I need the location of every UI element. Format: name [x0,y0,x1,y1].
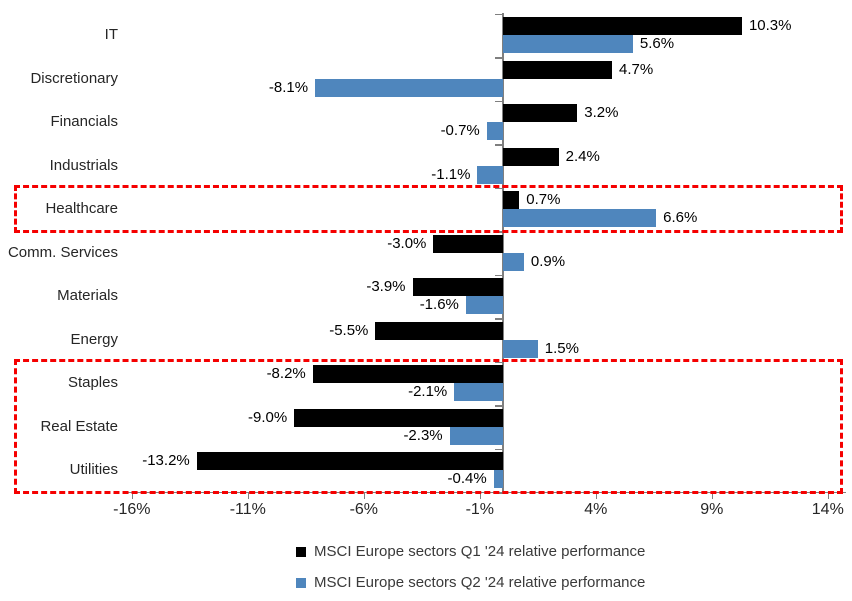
y-axis-tick [495,405,503,407]
x-axis-tick [595,491,598,499]
legend: MSCI Europe sectors Q1 '24 relative perf… [296,536,645,598]
x-axis-tick-label: -6% [349,500,379,518]
value-label: -0.7% [440,122,480,139]
value-label: -2.3% [403,426,443,444]
value-label: 1.5% [544,339,579,357]
value-label: 3.2% [584,104,619,121]
q2-bar [503,209,657,227]
x-axis-tick-label: 4% [584,500,608,518]
x-axis-tick-label: -11% [229,500,266,518]
category-label: Financials [50,113,118,131]
x-axis-tick-label: -16% [113,500,151,518]
value-label: -5.5% [329,321,369,339]
y-axis-tick [495,57,503,59]
q2-bar [315,78,503,97]
legend-label-q1: MSCI Europe sectors Q1 '24 relative perf… [314,543,646,560]
category-label: IT [104,26,118,44]
q1-bar [503,17,742,35]
value-label: -2.1% [408,383,448,400]
value-label: 10.3% [748,17,792,34]
q2-bar [465,296,503,314]
q1-bar [503,60,613,79]
category-label: Staples [67,374,118,392]
q2-bar [486,122,503,140]
q1-bar [412,278,503,296]
category-label: Energy [70,330,118,348]
y-axis-tick [495,187,503,189]
value-label: -1.6% [419,296,459,313]
legend-item-q2: MSCI Europe sectors Q2 '24 relative perf… [296,567,645,598]
value-label: 5.6% [639,35,675,52]
value-label: -8.2% [266,365,306,382]
value-label: -1.1% [431,165,471,183]
q2-bar [493,470,503,488]
y-axis-tick [495,361,503,363]
y-axis [502,13,504,493]
x-axis-tick-label: 14% [811,500,844,518]
value-label: -0.4% [447,470,487,487]
y-axis-tick [495,318,503,320]
value-label: 0.9% [530,252,566,270]
q1-bar [375,321,503,340]
x-axis-tick [827,491,830,499]
x-axis-tick [247,491,250,499]
category-label: Comm. Services [7,243,118,261]
value-label: -3.0% [387,234,427,252]
y-axis-tick [495,144,503,146]
q2-bar [454,383,503,401]
x-axis-tick [479,491,482,499]
q1-bar [503,191,520,209]
q2-bar [503,252,524,271]
legend-label-q2: MSCI Europe sectors Q2 '24 relative perf… [314,574,646,591]
x-axis-tick-label: 9% [700,500,724,518]
y-axis-tick [495,274,503,276]
q1-bar [312,365,503,383]
value-label: 0.7% [526,191,561,208]
value-label: -9.0% [248,408,288,426]
q1-bar [294,408,503,427]
q2-bar [503,35,633,53]
x-axis-tick-label: -1% [465,500,495,518]
x-axis-tick [131,491,134,499]
category-label: Industrials [49,156,118,174]
category-label: Real Estate [40,417,118,435]
y-axis-tick [495,448,503,450]
value-label: -13.2% [142,452,190,469]
legend-swatch-q2-icon [296,577,306,588]
value-label: -3.9% [366,278,406,295]
y-axis-tick [495,100,503,102]
category-label: Materials [57,287,118,305]
value-label: 2.4% [565,147,600,165]
y-axis-tick [495,13,503,15]
x-axis-tick [711,491,714,499]
value-label: -8.1% [268,78,309,96]
q2-bar [477,165,503,184]
highlight-box [14,185,843,233]
q1-bar [196,452,503,470]
q1-bar [503,147,559,166]
value-label: 6.6% [663,209,698,226]
category-label: Discretionary [30,69,118,87]
legend-swatch-q1-icon [296,546,306,557]
q2-bar [449,426,503,445]
category-label: Healthcare [45,200,118,218]
q1-bar [433,234,503,253]
value-label: 4.7% [619,60,654,78]
legend-item-q1: MSCI Europe sectors Q1 '24 relative perf… [296,536,645,567]
x-axis-tick [363,491,366,499]
q2-bar [503,339,538,358]
highlight-box [14,359,843,494]
category-label: Utilities [69,461,118,479]
q1-bar [503,104,578,122]
